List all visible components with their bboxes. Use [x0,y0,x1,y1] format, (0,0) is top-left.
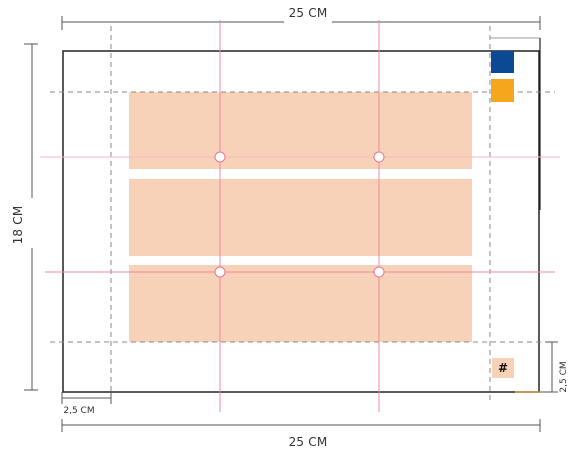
intersection-marker-top-right [373,151,385,163]
orange-swatch [491,79,514,102]
corner-mark-box [492,358,514,378]
content-block-top [129,92,472,169]
blue-swatch [491,51,514,73]
content-block-middle [129,179,472,256]
left-dimension-label-bg [24,198,40,248]
intersection-marker-bottom-left [214,266,226,278]
left-dimension-label: 18 CM [11,206,25,245]
top-dimension: 25 CM [61,6,541,30]
bottom-dimension: 25 CM [61,419,541,449]
corner-mark: # [498,361,508,375]
top-dimension-label-bg [284,12,332,28]
bottom-left-dimension: 2,5 CM [61,392,112,416]
grid-guides [40,20,560,412]
content-blocks [129,92,472,342]
right-bottom-dimension-label: 2,5 CM [559,361,569,392]
margin-guides [50,26,555,402]
bottom-dimension-label: 25 CM [289,435,328,449]
right-bottom-dimension: 2,5 CM [515,341,569,393]
left-dimension: 18 CM [11,43,40,391]
intersection-markers [214,151,385,278]
content-block-bottom [129,265,472,342]
top-dimension-label: 25 CM [289,6,328,20]
page-frame [62,50,540,393]
intersection-marker-bottom-right [373,266,385,278]
bottom-left-dimension-label: 2,5 CM [63,406,94,416]
intersection-marker-top-left [214,151,226,163]
